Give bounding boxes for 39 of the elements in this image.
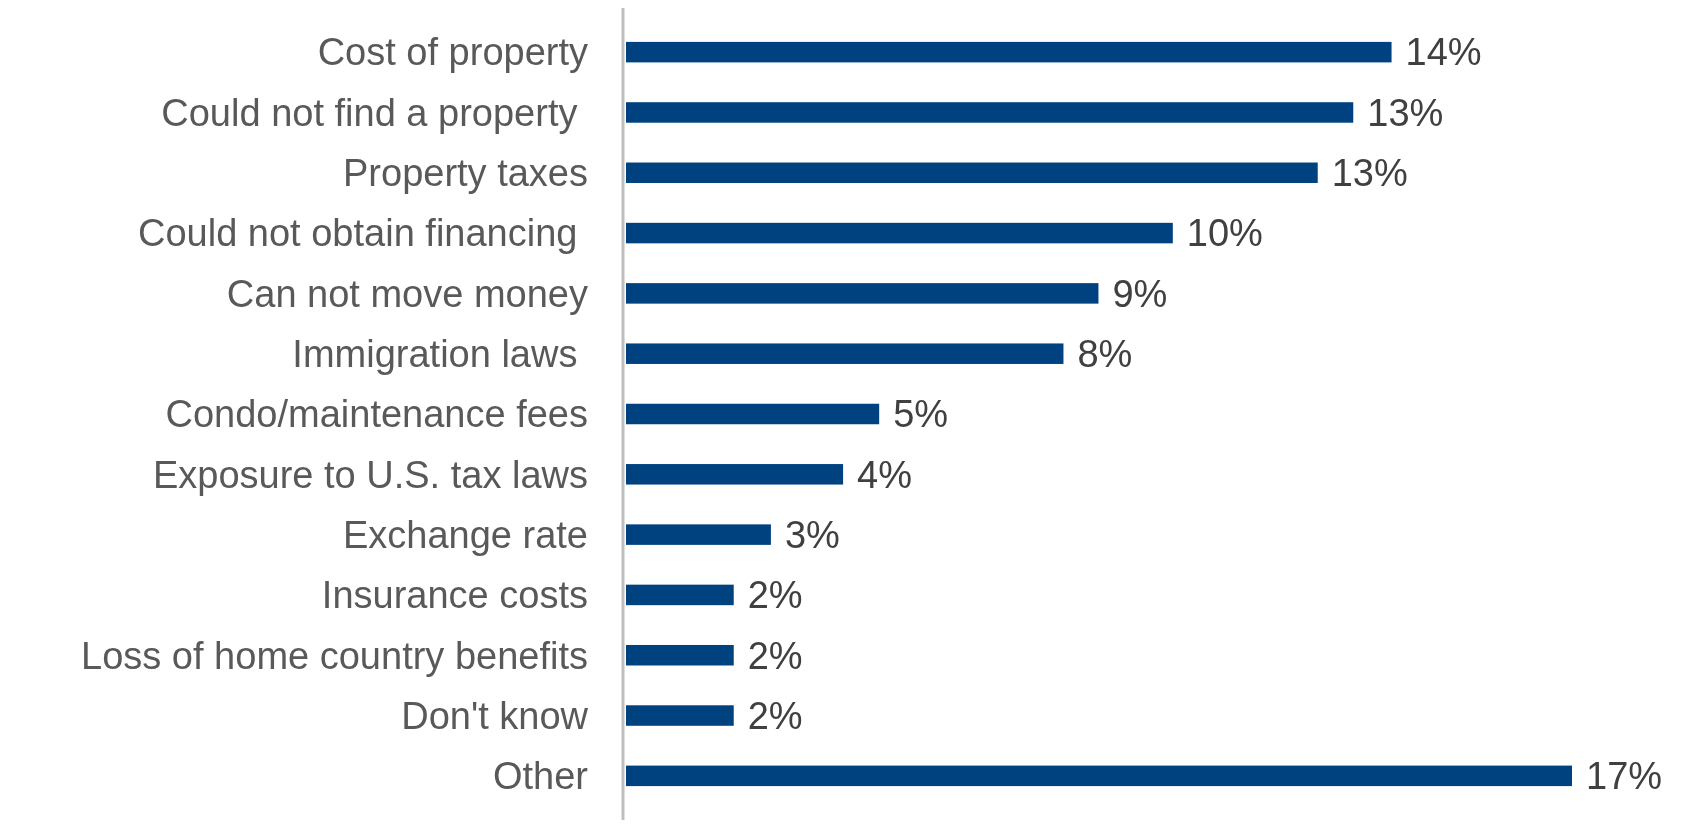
y-tick-label: Property taxes [343,152,588,195]
bar [626,644,734,666]
y-tick-label: Condo/maintenance fees [165,393,588,436]
data-label: 5% [893,393,949,436]
bar [626,222,1173,244]
data-label: 17% [1586,755,1663,798]
bar [626,41,1392,63]
bar [626,705,734,726]
y-tick-label: Exchange rate [342,513,588,556]
bar [626,283,1099,304]
data-label: 13% [1331,152,1408,195]
bar [626,584,734,606]
data-label: 8% [1077,332,1133,375]
data-label: 14% [1405,31,1482,74]
bar [626,102,1354,123]
bar [626,464,844,485]
y-tick-label: Other [492,755,589,798]
y-tick-label: Loss of home country benefits [81,634,588,677]
bar [626,765,1572,787]
bar [626,343,1064,364]
bar [626,524,771,545]
bar [626,403,880,425]
y-tick-label: Can not move money [226,272,588,315]
data-label: 2% [747,694,803,737]
data-label: 2% [747,574,803,617]
data-label: 2% [747,634,803,677]
data-label: 4% [857,453,913,496]
y-tick-label: Immigration laws [292,332,588,375]
y-tick-label: Cost of property [317,31,588,74]
y-tick-label: Don't know [401,694,589,737]
data-label: 10% [1186,212,1263,255]
y-tick-label: Could not obtain financing [138,212,588,255]
y-tick-label: Exposure to U.S. tax laws [152,453,588,496]
y-tick-label: Could not find a property [161,91,588,134]
data-label: 9% [1112,272,1168,315]
bar [626,162,1318,184]
y-tick-label: Insurance costs [321,574,588,617]
data-label: 13% [1367,91,1444,134]
data-label: 3% [784,513,840,556]
